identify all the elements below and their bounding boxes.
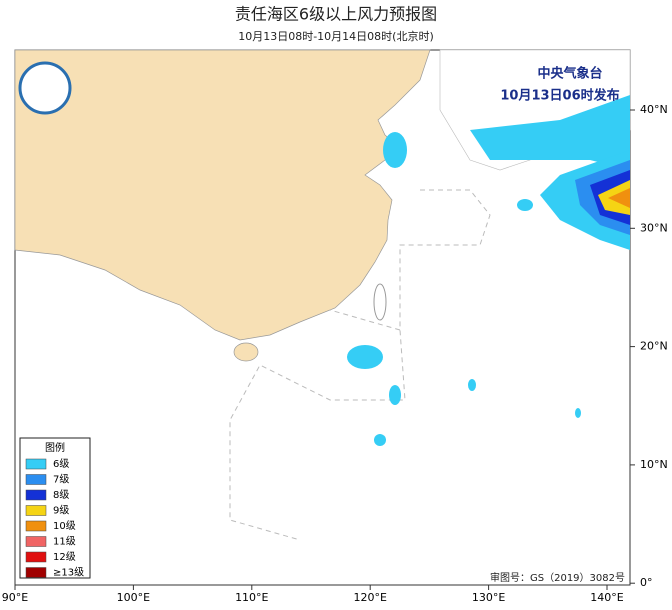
x-label: 110°E bbox=[235, 591, 268, 604]
legend-label: 7级 bbox=[53, 474, 69, 486]
x-label: 130°E bbox=[472, 591, 505, 604]
map-area bbox=[14, 49, 631, 586]
legend-label: 12级 bbox=[53, 551, 76, 563]
legend-swatch bbox=[25, 505, 47, 516]
x-label: 90°E bbox=[2, 591, 28, 604]
title: 责任海区6级以上风力预报图 bbox=[235, 5, 437, 24]
x-label: 140°E bbox=[590, 591, 623, 604]
legend-label: 8级 bbox=[53, 489, 69, 501]
x-label: 120°E bbox=[353, 591, 386, 604]
x-label: 100°E bbox=[117, 591, 150, 604]
legend-label: ≥13级 bbox=[53, 567, 84, 579]
legend-swatch bbox=[25, 489, 47, 501]
legend-label: 9级 bbox=[53, 505, 69, 517]
subtitle: 10月13日08时-10月14日08时(北京时) bbox=[238, 29, 434, 43]
y-label: 10°N bbox=[640, 458, 668, 471]
legend-title: 图例 bbox=[45, 441, 65, 454]
y-label: 0° bbox=[640, 576, 653, 589]
issuer-time: 10月13日06时发布 bbox=[500, 88, 619, 104]
approval: 审图号：GS（2019）3082号 bbox=[490, 571, 625, 584]
legend-swatch bbox=[25, 458, 47, 470]
issuer-name: 中央气象台 bbox=[537, 66, 602, 82]
y-label: 40°N bbox=[640, 103, 668, 116]
legend-swatch bbox=[25, 551, 47, 563]
y-label: 20°N bbox=[640, 340, 668, 353]
legend-label: 10级 bbox=[53, 520, 76, 532]
legend-label: 6级 bbox=[53, 458, 69, 470]
legend-label: 11级 bbox=[53, 536, 76, 548]
legend-swatch bbox=[25, 536, 47, 547]
legend-swatch bbox=[25, 567, 47, 578]
legend-swatch bbox=[25, 520, 47, 532]
legend-swatch bbox=[25, 474, 47, 485]
y-label: 30°N bbox=[640, 221, 668, 234]
